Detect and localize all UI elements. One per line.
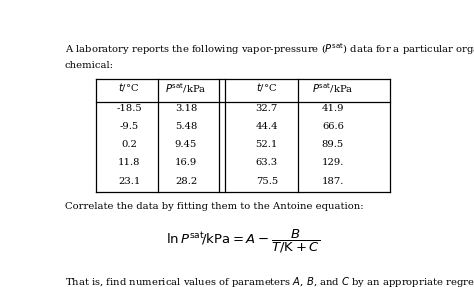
Text: 32.7: 32.7 [255, 104, 278, 113]
Text: 187.: 187. [322, 177, 344, 185]
Text: Correlate the data by fitting them to the Antoine equation:: Correlate the data by fitting them to th… [65, 202, 364, 212]
Text: 23.1: 23.1 [118, 177, 140, 185]
Text: 5.48: 5.48 [175, 122, 197, 131]
Text: $t$/°C: $t$/°C [256, 81, 277, 93]
Text: 41.9: 41.9 [322, 104, 344, 113]
Text: $t$/°C: $t$/°C [118, 81, 140, 93]
Text: 44.4: 44.4 [255, 122, 278, 131]
Text: 16.9: 16.9 [175, 158, 197, 167]
Text: 11.8: 11.8 [118, 158, 140, 167]
Text: -18.5: -18.5 [116, 104, 142, 113]
Text: $P^{\rm sat}$/kPa: $P^{\rm sat}$/kPa [165, 81, 207, 95]
Text: 66.6: 66.6 [322, 122, 344, 131]
Text: 3.18: 3.18 [175, 104, 197, 113]
Text: 129.: 129. [322, 158, 344, 167]
Text: 28.2: 28.2 [175, 177, 197, 185]
Text: 89.5: 89.5 [322, 140, 344, 149]
Text: -9.5: -9.5 [119, 122, 139, 131]
Text: $P^{\rm sat}$/kPa: $P^{\rm sat}$/kPa [312, 81, 354, 95]
Text: 63.3: 63.3 [256, 158, 278, 167]
Text: chemical:: chemical: [65, 61, 114, 70]
Text: 9.45: 9.45 [175, 140, 197, 149]
Text: 52.1: 52.1 [255, 140, 278, 149]
Text: 0.2: 0.2 [121, 140, 137, 149]
Text: $\ln P^{\rm sat}\!/{\rm kPa} = A - \dfrac{B}{T/{\rm K} + C}$: $\ln P^{\rm sat}\!/{\rm kPa} = A - \dfra… [166, 228, 320, 255]
Text: That is, find numerical values of parameters $A$, $B$, and $C$ by an appropriate: That is, find numerical values of parame… [65, 275, 474, 287]
Text: 75.5: 75.5 [255, 177, 278, 185]
Text: A laboratory reports the following vapor-pressure ($P^{\rm sat}$) data for a par: A laboratory reports the following vapor… [65, 41, 474, 57]
